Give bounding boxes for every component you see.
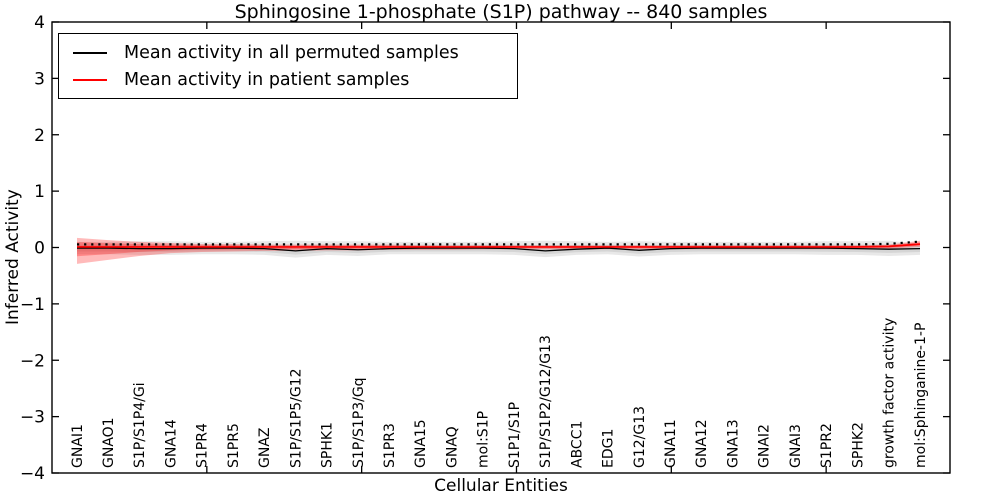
x-entity-label: mol:S1P bbox=[476, 411, 492, 468]
y-tick-label: 3 bbox=[34, 69, 45, 89]
x-entity-label: SPHK2 bbox=[850, 422, 866, 468]
x-entity-label: GNA12 bbox=[694, 419, 710, 468]
x-entity-label: EDG1 bbox=[601, 429, 617, 468]
x-entity-label: S1PR5 bbox=[226, 423, 242, 468]
y-tick-labels: 4 3 2 1 0 −1 −2 −3 −4 bbox=[20, 13, 45, 484]
x-entity-label: SPHK1 bbox=[320, 422, 336, 468]
permuted-line-swatch bbox=[73, 51, 107, 54]
patient-line-swatch bbox=[73, 78, 107, 81]
x-entity-label: GNAZ bbox=[257, 428, 273, 469]
x-entity-label: GNAI1 bbox=[70, 424, 86, 468]
y-tick-label: −2 bbox=[20, 351, 45, 371]
x-entity-label: GNAI2 bbox=[757, 424, 773, 468]
legend-entry-patient: Mean activity in patient samples bbox=[59, 66, 517, 93]
patient-band-inner bbox=[77, 241, 920, 257]
legend-entry-permuted: Mean activity in all permuted samples bbox=[59, 39, 517, 66]
y-tick-label: 1 bbox=[34, 182, 45, 202]
y-tick-label: −4 bbox=[20, 464, 45, 484]
x-entity-label: GNAI3 bbox=[788, 424, 804, 468]
x-entity-label: S1P/S1P3/Gq bbox=[351, 377, 367, 468]
x-entity-label: S1P/S1P5/G12 bbox=[288, 369, 304, 468]
x-entity-label: GNA11 bbox=[663, 419, 679, 468]
y-tick-label: −3 bbox=[20, 408, 45, 428]
legend-label-permuted: Mean activity in all permuted samples bbox=[124, 42, 459, 63]
x-entity-label: growth factor activity bbox=[882, 318, 898, 468]
x-axis-label: Cellular Entities bbox=[434, 476, 568, 496]
y-axis-label: Inferred Activity bbox=[3, 189, 23, 325]
y-tick-label: 2 bbox=[34, 126, 45, 146]
x-entity-label: S1P/S1P4/Gi bbox=[132, 382, 148, 468]
y-tick-label: −1 bbox=[20, 295, 45, 315]
y-tick-label: 4 bbox=[34, 13, 45, 33]
legend-box: Mean activity in all permuted samples Me… bbox=[58, 33, 518, 99]
x-entity-label: GNA13 bbox=[725, 419, 741, 468]
legend-label-patient: Mean activity in patient samples bbox=[124, 69, 410, 90]
x-entity-labels: GNAI1 GNAO1 S1P/S1P4/Gi GNA14 S1PR4 S1PR5 GNAZ… bbox=[70, 318, 929, 468]
x-entity-label: mol:Sphinganine-1-P bbox=[913, 323, 929, 468]
x-entity-label: ABCC1 bbox=[569, 421, 585, 468]
x-entity-label: S1P/S1P2/G12/G13 bbox=[538, 335, 554, 468]
x-entity-label: S1PR4 bbox=[195, 423, 211, 468]
y-tick-label: 0 bbox=[34, 239, 45, 259]
x-entity-label: S1PR2 bbox=[819, 423, 835, 468]
confidence-bands bbox=[77, 237, 920, 264]
permuted-mean-line bbox=[77, 247, 921, 252]
x-entity-label: S1PR3 bbox=[382, 423, 398, 468]
axes bbox=[51, 21, 951, 474]
patient-band-outer bbox=[77, 237, 920, 264]
x-entity-label: GNAO1 bbox=[101, 417, 117, 468]
chart-title: Sphingosine 1-phosphate (S1P) pathway --… bbox=[234, 1, 768, 23]
patient-mean-line bbox=[77, 243, 921, 248]
x-entity-label: GNA14 bbox=[163, 419, 179, 468]
x-entity-label: G12/G13 bbox=[632, 406, 648, 468]
x-entity-label: GNAQ bbox=[444, 426, 460, 468]
mean-lines bbox=[77, 240, 921, 252]
x-entity-label: S1P1/S1P bbox=[507, 402, 523, 468]
x-entity-label: GNA15 bbox=[413, 419, 429, 468]
